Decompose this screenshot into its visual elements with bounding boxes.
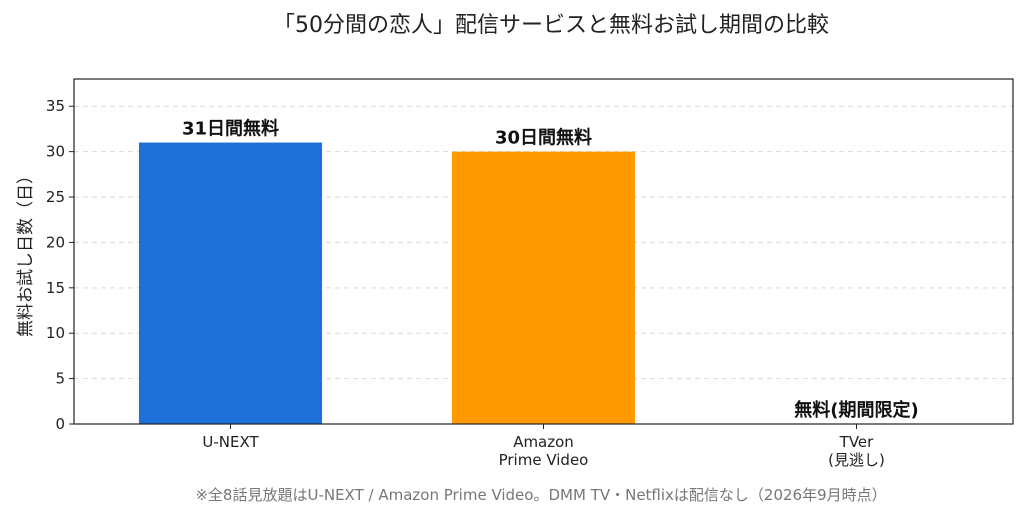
y-tick-label: 35	[46, 97, 65, 115]
bar-0	[138, 142, 323, 425]
y-tick-label: 25	[46, 188, 65, 206]
chart-title: 「50分間の恋人」配信サービスと無料お試し期間の比較	[273, 13, 829, 38]
y-tick-label: 30	[46, 143, 65, 161]
y-tick-label: 0	[55, 415, 65, 433]
y-tick-label: 10	[46, 324, 65, 342]
x-tick-label: U-NEXT	[202, 433, 259, 451]
data-label: 無料(期間限定)	[794, 399, 918, 421]
y-tick-label: 20	[46, 233, 65, 251]
bar-1	[451, 151, 636, 424]
y-axis-label: 無料お試し日数（日）	[16, 167, 36, 337]
x-tick-label: Amazon	[513, 433, 574, 451]
x-tick-label: Prime Video	[499, 451, 589, 469]
y-axis: 0 5 10 15 20 25 30 35	[46, 97, 74, 433]
x-tick-label: (見逃し)	[828, 451, 885, 469]
bars	[138, 142, 636, 425]
x-tick-label: TVer	[839, 433, 874, 451]
footnote: ※全8話見放題はU-NEXT / Amazon Prime Video。DMM …	[195, 486, 886, 504]
data-label: 31日間無料	[182, 118, 279, 140]
y-tick-label: 5	[55, 370, 65, 388]
data-label: 30日間無料	[495, 127, 592, 149]
y-tick-label: 15	[46, 279, 65, 297]
